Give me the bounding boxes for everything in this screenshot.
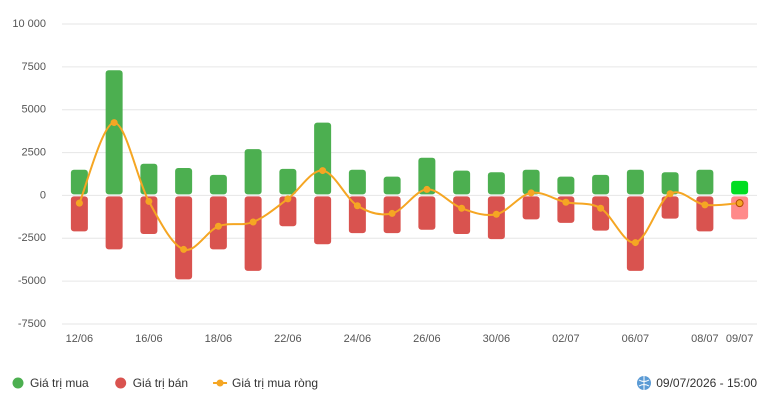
net-point — [492, 210, 500, 218]
bar — [244, 149, 262, 195]
bar — [418, 196, 436, 230]
bar — [70, 169, 88, 195]
timestamp-group: 09/07/2026 - 15:00 — [637, 376, 757, 390]
bar — [348, 169, 366, 195]
y-tick-label: 10 000 — [12, 18, 46, 30]
legend: Giá trị mua Giá trị bán Giá trị mua ròng — [12, 376, 318, 390]
x-tick-label: 22/06 — [274, 333, 302, 345]
x-tick-label: 30/06 — [483, 333, 511, 345]
y-tick-label: 7500 — [22, 61, 46, 73]
x-tick-label: 16/06 — [135, 333, 163, 345]
legend-label: Giá trị mua ròng — [232, 376, 318, 390]
net-point — [214, 222, 222, 230]
bar — [557, 176, 575, 195]
timestamp: 09/07/2026 - 15:00 — [656, 376, 757, 390]
bar — [696, 169, 714, 195]
legend-label: Giá trị bán — [133, 376, 188, 390]
bar — [105, 196, 123, 250]
net-point — [666, 190, 674, 198]
net-point — [631, 239, 639, 247]
bar — [175, 196, 193, 280]
bar — [731, 180, 749, 195]
net-point — [249, 218, 257, 226]
net-point — [423, 185, 431, 193]
bar — [453, 196, 471, 234]
bar — [592, 196, 610, 231]
bar — [383, 176, 401, 195]
x-tick-label: 06/07 — [622, 333, 650, 345]
x-tick-label: 09/07 — [726, 333, 754, 345]
x-tick-label: 02/07 — [552, 333, 580, 345]
x-tick-label: 24/06 — [344, 333, 372, 345]
y-tick-label: -5000 — [18, 275, 46, 287]
bar — [314, 122, 332, 195]
bar — [592, 174, 610, 195]
bar — [314, 196, 332, 245]
bar — [453, 170, 471, 195]
bar — [418, 157, 436, 195]
net-point — [458, 204, 466, 212]
bar — [522, 169, 540, 195]
net-point — [527, 189, 535, 197]
bar — [279, 196, 297, 227]
net-point — [701, 201, 709, 209]
net-point — [388, 209, 396, 217]
bar — [731, 196, 749, 220]
net-point — [110, 119, 118, 127]
net-point — [319, 167, 327, 175]
x-tick-label: 18/06 — [205, 333, 233, 345]
bar — [140, 163, 158, 195]
x-tick-label: 08/07 — [691, 333, 719, 345]
bar — [661, 172, 679, 195]
bar — [140, 196, 158, 234]
y-tick-label: -2500 — [18, 232, 46, 244]
bar — [105, 70, 123, 195]
bar — [209, 174, 227, 195]
net-point — [180, 245, 188, 253]
bar — [348, 196, 366, 234]
bar — [626, 196, 644, 271]
legend-marker — [115, 377, 127, 389]
net-point — [735, 199, 744, 208]
bar — [70, 196, 88, 232]
bar — [244, 196, 262, 271]
y-tick-label: 5000 — [22, 104, 46, 116]
y-tick-label: -7500 — [18, 318, 46, 330]
legend-marker — [216, 379, 224, 387]
bar — [626, 169, 644, 195]
net-point — [284, 195, 292, 203]
legend-marker — [12, 377, 24, 389]
net-point — [353, 202, 361, 210]
bar — [522, 196, 540, 220]
net-point — [562, 198, 570, 206]
y-tick-label: 0 — [40, 189, 46, 201]
bar — [661, 196, 679, 219]
net-point — [145, 197, 153, 205]
bar — [175, 168, 193, 195]
bar — [279, 168, 297, 195]
bar — [487, 172, 505, 195]
net-point — [75, 199, 83, 207]
x-tick-label: 26/06 — [413, 333, 441, 345]
x-tick-label: 12/06 — [66, 333, 94, 345]
legend-label: Giá trị mua — [30, 376, 89, 390]
globe-lines — [638, 376, 650, 390]
net-point — [597, 204, 605, 212]
y-tick-label: 2500 — [22, 146, 46, 158]
